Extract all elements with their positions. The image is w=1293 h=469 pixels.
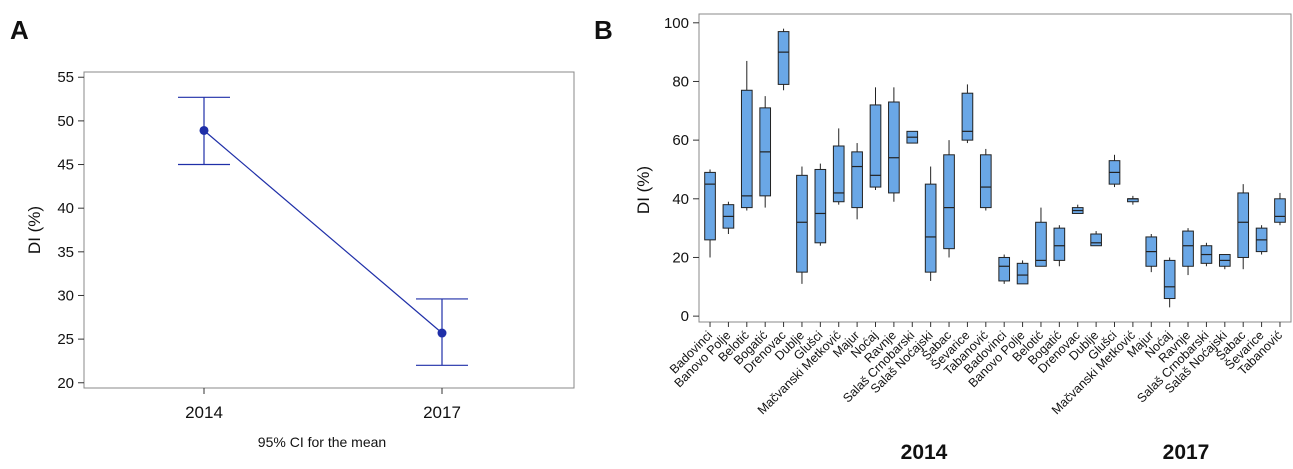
y-tick-label: 20 — [672, 249, 689, 266]
x-tick-label: 2014 — [185, 403, 223, 422]
panel-a-x-axis-title: 95% CI for the mean — [258, 434, 386, 450]
box — [1237, 192, 1250, 258]
box — [869, 104, 882, 188]
panel-b-y-axis: 0 20 40 60 80 100 — [664, 15, 699, 325]
panel-b-frame — [698, 13, 1292, 323]
panel-a-series — [178, 96, 468, 366]
y-tick-label: 20 — [57, 375, 74, 392]
panel-a-interval-plot: 20 25 30 35 40 45 50 55 2014 2017 DI (%) 95% CI … — [25, 69, 575, 450]
y-tick-label: 40 — [57, 200, 74, 217]
mean-connector-line — [203, 130, 443, 334]
y-tick-label: 40 — [672, 191, 689, 208]
y-tick-label: 25 — [57, 331, 74, 348]
y-tick-label: 35 — [57, 244, 74, 261]
box — [704, 171, 716, 241]
box — [961, 92, 974, 141]
panel-a-letter: A — [10, 15, 29, 45]
panel-b-y-axis-title: DI (%) — [634, 166, 653, 214]
box — [777, 31, 790, 85]
x-tick-label: 2017 — [423, 403, 461, 422]
box — [832, 145, 845, 203]
panel-b-group-label-2014: 2014 — [901, 441, 948, 464]
box — [1016, 262, 1029, 285]
mean-point — [199, 125, 209, 135]
box — [1182, 230, 1194, 267]
panel-b-boxes — [704, 28, 1286, 308]
panel-b-letter: B — [594, 15, 613, 45]
y-tick-label: 100 — [664, 15, 689, 32]
mean-point — [437, 328, 447, 338]
y-tick-label: 50 — [57, 113, 74, 130]
box — [1035, 221, 1047, 267]
box — [740, 89, 753, 209]
y-tick-label: 0 — [681, 308, 689, 325]
box — [1090, 233, 1102, 247]
y-tick-label: 55 — [57, 69, 74, 86]
box — [888, 101, 900, 194]
box — [943, 154, 955, 250]
box — [796, 174, 808, 273]
y-tick-label: 30 — [57, 287, 74, 304]
panel-a-y-axis-title: DI (%) — [25, 206, 44, 254]
box — [979, 154, 992, 209]
y-tick-label: 45 — [57, 157, 74, 174]
box — [998, 256, 1011, 282]
y-tick-label: 60 — [672, 132, 689, 149]
box — [1274, 198, 1286, 223]
panel-b-group-label-2017: 2017 — [1163, 441, 1210, 464]
y-tick-label: 80 — [672, 73, 689, 90]
panel-a-frame — [83, 71, 575, 389]
box — [814, 168, 827, 244]
box — [851, 151, 863, 209]
box — [1053, 227, 1066, 261]
panel-a-x-axis: 2014 2017 — [185, 388, 461, 422]
box — [1163, 259, 1176, 300]
panel-a-y-axis: 20 25 30 35 40 45 50 55 — [57, 69, 84, 392]
box — [924, 183, 937, 273]
